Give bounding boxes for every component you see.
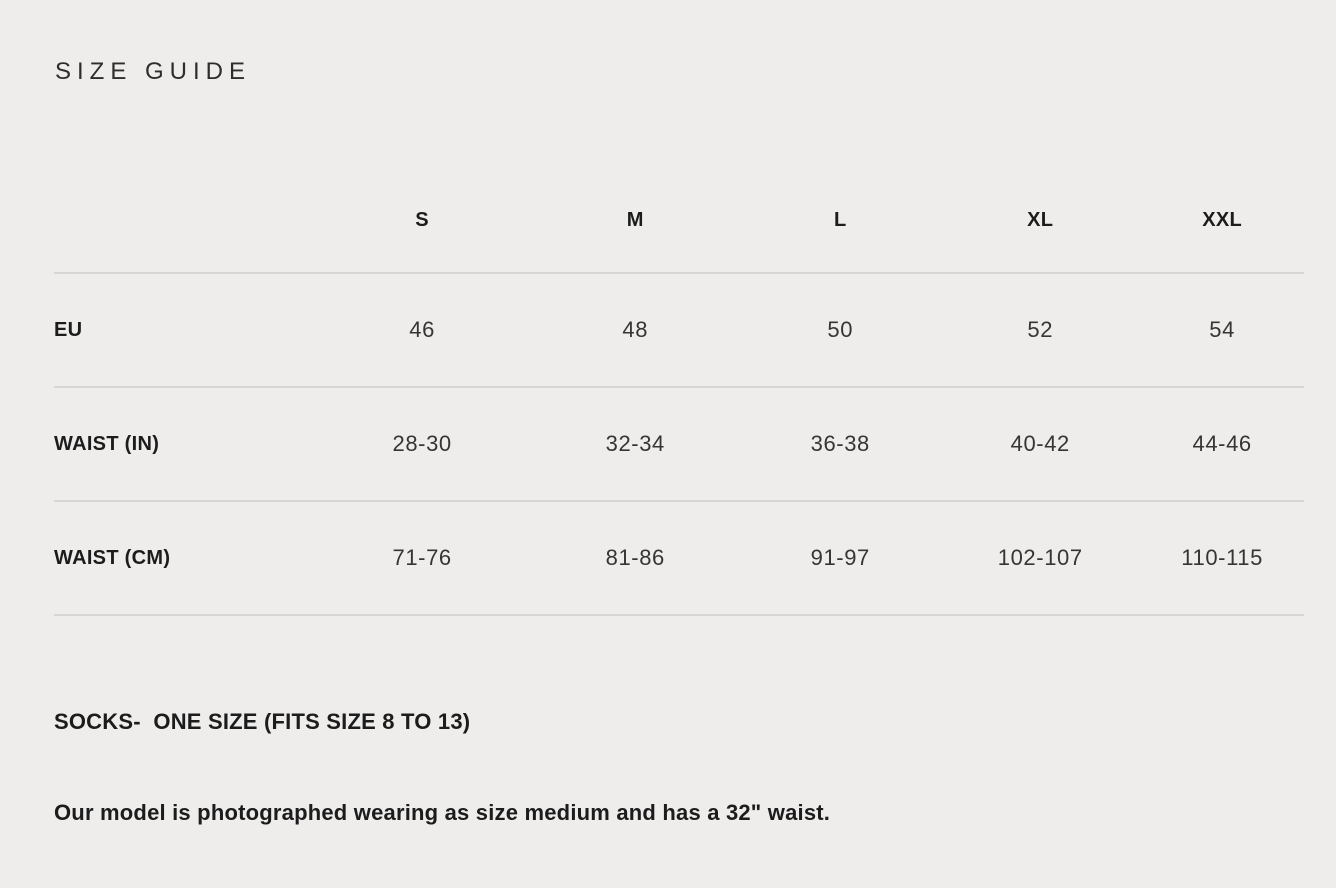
cell-waist-cm-xxl: 110-115	[1140, 501, 1304, 616]
column-header-m: M	[530, 168, 741, 274]
size-guide-table: S M L XL XXL EU 46 48 50 52 54 WAIST (IN…	[54, 168, 1304, 616]
cell-waist-cm-l: 91-97	[740, 501, 941, 616]
table-row-waist-cm: WAIST (CM) 71-76 81-86 91-97 102-107 110…	[54, 501, 1304, 616]
table-row-eu: EU 46 48 50 52 54	[54, 273, 1304, 388]
column-header-xxl: XXL	[1140, 168, 1304, 274]
cell-waist-in-l: 36-38	[740, 387, 941, 502]
row-label-waist-cm: WAIST (CM)	[54, 501, 314, 616]
cell-waist-cm-m: 81-86	[530, 501, 741, 616]
table-header-row: S M L XL XXL	[54, 168, 1304, 274]
cell-waist-in-xxl: 44-46	[1140, 387, 1304, 502]
column-header-l: L	[740, 168, 941, 274]
table-row-waist-in: WAIST (IN) 28-30 32-34 36-38 40-42 44-46	[54, 387, 1304, 502]
row-label-waist-in: WAIST (IN)	[54, 387, 314, 502]
cell-eu-xxl: 54	[1140, 273, 1304, 388]
cell-eu-s: 46	[314, 273, 531, 388]
cell-eu-xl: 52	[940, 273, 1141, 388]
cell-waist-in-s: 28-30	[314, 387, 531, 502]
cell-waist-cm-s: 71-76	[314, 501, 531, 616]
page-title: SIZE GUIDE	[55, 58, 252, 85]
cell-waist-in-m: 32-34	[530, 387, 741, 502]
model-size-note: Our model is photographed wearing as siz…	[54, 800, 831, 825]
cell-waist-cm-xl: 102-107	[940, 501, 1141, 616]
column-header-s: S	[314, 168, 531, 274]
corner-cell	[54, 168, 314, 274]
cell-waist-in-xl: 40-42	[940, 387, 1141, 502]
row-label-eu: EU	[54, 273, 314, 388]
cell-eu-m: 48	[530, 273, 741, 388]
column-header-xl: XL	[940, 168, 1141, 274]
socks-size-note: SOCKS- ONE SIZE (FITS SIZE 8 TO 13)	[54, 709, 471, 734]
cell-eu-l: 50	[740, 273, 941, 388]
